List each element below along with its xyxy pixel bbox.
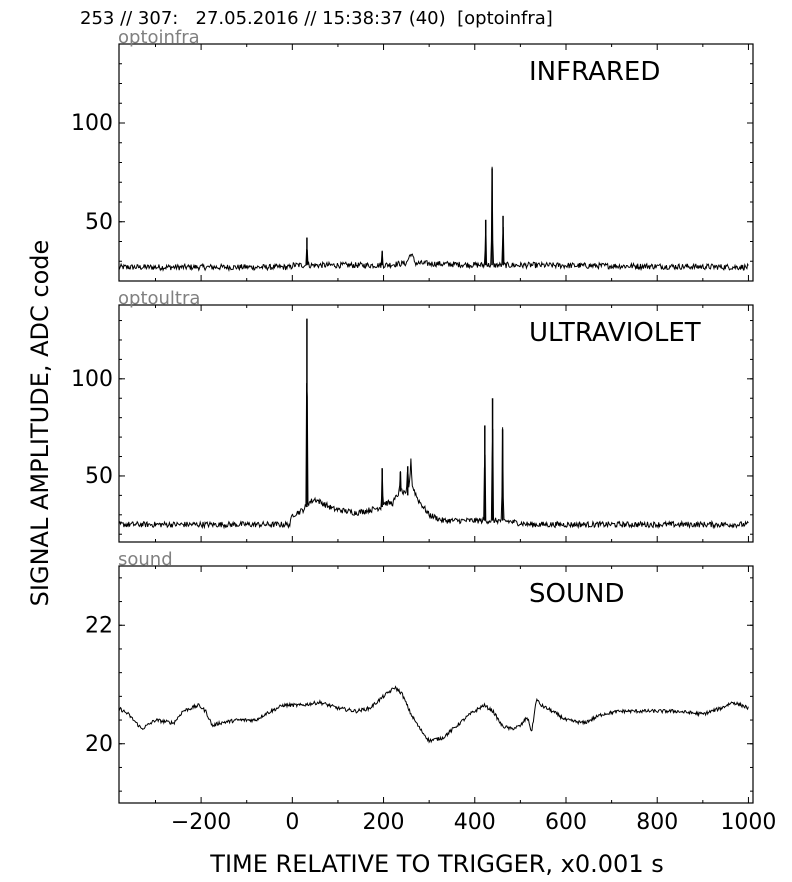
y-tick-label: 100 xyxy=(71,111,113,136)
panel-title: ULTRAVIOLET xyxy=(529,318,701,348)
x-tick-label: 0 xyxy=(285,810,299,835)
series-sound xyxy=(118,685,749,744)
y-tick-label: 50 xyxy=(85,210,113,235)
panel-subtitle: optoultra xyxy=(118,288,200,309)
panel-subtitle: optoinfra xyxy=(118,27,200,48)
plot-frame xyxy=(118,304,754,543)
panel-title: SOUND xyxy=(529,579,624,609)
y-tick-label: 22 xyxy=(85,613,113,638)
y-axis-label: SIGNAL AMPLITUDE, ADC code xyxy=(26,240,54,607)
y-tick-label: 50 xyxy=(85,464,113,489)
panel-subtitle: sound xyxy=(118,549,173,570)
x-tick-label: 800 xyxy=(636,810,678,835)
x-tick-label: 400 xyxy=(454,810,496,835)
panel-sound: 20 22 sound SOUND xyxy=(85,549,754,804)
panel-ultraviolet: 50 100 optoultra ULTRAVIOLET xyxy=(71,288,754,543)
series-optoultra xyxy=(119,383,749,530)
figure-header: 253 // 307: 27.05.2016 // 15:38:37 (40) … xyxy=(80,8,553,29)
plot-frame xyxy=(118,565,754,804)
panel-title: INFRARED xyxy=(529,57,660,87)
x-axis-label: TIME RELATIVE TO TRIGGER, x0.001 s xyxy=(209,850,663,878)
x-tick-label: 1000 xyxy=(720,810,776,835)
x-tick-label: 600 xyxy=(545,810,587,835)
x-tick-label: −200 xyxy=(171,810,231,835)
panel-infrared: 50 100 optoinfra INFRARED xyxy=(71,27,754,282)
x-tick-label: 200 xyxy=(363,810,405,835)
series-optoinfra xyxy=(118,166,749,273)
y-tick-label: 20 xyxy=(85,732,113,757)
y-tick-label: 100 xyxy=(71,367,113,392)
